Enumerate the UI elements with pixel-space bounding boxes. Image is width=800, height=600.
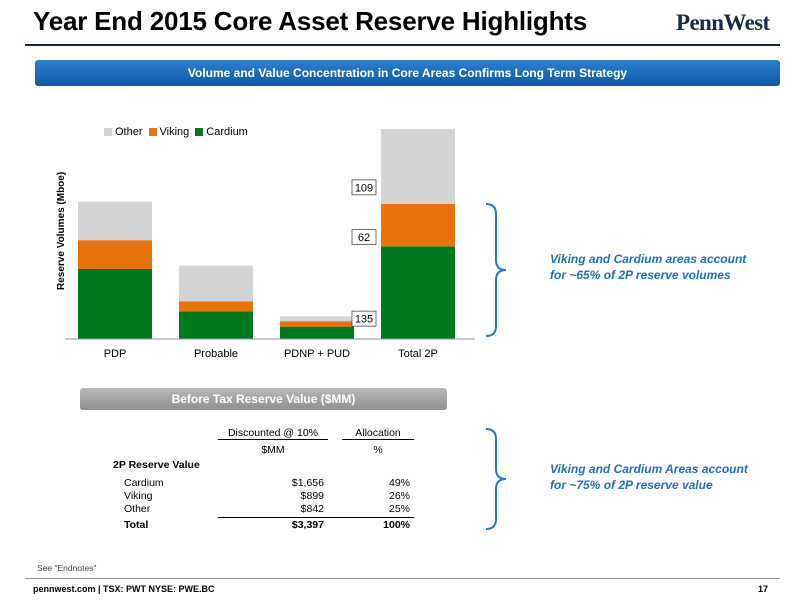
col-unit-pct: % bbox=[373, 444, 383, 456]
col-header-allocation: Allocation bbox=[342, 427, 414, 440]
row-pct-total: 100% bbox=[383, 519, 410, 531]
row-label-cardium: Cardium bbox=[124, 477, 164, 489]
legend-label-cardium: Cardium bbox=[206, 126, 248, 138]
data-label-total-2p-other: 109 bbox=[351, 179, 377, 196]
value-callout: Viking and Cardium Areas account for ~75… bbox=[550, 462, 748, 492]
footer-text: pennwest.com | TSX: PWT NYSE: PWE.BC bbox=[33, 584, 215, 594]
row-value-cardium: $1,656 bbox=[291, 477, 324, 489]
x-axis-labels: PDP Probable PDNP + PUD Total 2P bbox=[104, 348, 438, 360]
legend-swatch-viking bbox=[148, 128, 157, 136]
page-title: Year End 2015 Core Asset Reserve Highlig… bbox=[33, 6, 588, 36]
bar-pdnp-pud-other bbox=[280, 316, 354, 322]
col-unit-mm: $MM bbox=[261, 444, 285, 456]
volumes-callout: Viking and Cardium areas account for ~65… bbox=[550, 252, 747, 282]
section-label: 2P Reserve Value bbox=[113, 459, 200, 471]
endnote-reference: See "Endnotes" bbox=[37, 563, 97, 573]
row-value-other: $842 bbox=[300, 503, 324, 515]
bar-total-2p-cardium bbox=[381, 246, 455, 339]
data-labels: 135 62 109 bbox=[351, 179, 377, 327]
row-label-total: Total bbox=[124, 519, 149, 531]
brace-value-icon bbox=[485, 428, 507, 530]
title-divider bbox=[25, 44, 780, 46]
reserve-volume-chart: PDP Probable PDNP + PUD Total 2P 135 62 109 bbox=[65, 129, 475, 360]
legend-item-other: Other bbox=[104, 126, 143, 138]
x-tick-probable: Probable bbox=[194, 348, 238, 360]
bar-probable-other bbox=[179, 265, 253, 302]
row-label-other: Other bbox=[124, 503, 151, 515]
data-label-total-2p-cardium: 135 bbox=[351, 310, 377, 327]
bar-probable-cardium bbox=[179, 311, 253, 339]
legend-swatch-cardium bbox=[195, 128, 204, 136]
row-value-total: $3,397 bbox=[291, 519, 324, 531]
col-header-discounted: Discounted @ 10% bbox=[218, 427, 328, 440]
data-label-total-2p-viking: 62 bbox=[351, 229, 377, 245]
svg-text:135: 135 bbox=[355, 314, 373, 326]
chart-legend: Other Viking Cardium bbox=[104, 126, 248, 138]
company-logo: PennWest bbox=[676, 10, 770, 35]
bar-total-2p-viking bbox=[381, 203, 455, 247]
headline-banner: Volume and Value Concentration in Core A… bbox=[35, 60, 780, 86]
footer-divider bbox=[25, 578, 780, 579]
legend-swatch-other bbox=[104, 128, 112, 136]
legend-label-viking: Viking bbox=[159, 126, 190, 138]
page-number: 17 bbox=[758, 584, 769, 594]
row-pct-other: 25% bbox=[388, 503, 410, 515]
brace-volumes-icon bbox=[485, 203, 507, 337]
x-tick-pdnp-pud: PDNP + PUD bbox=[284, 348, 350, 360]
bar-pdp-viking bbox=[78, 240, 152, 269]
bar-probable-viking bbox=[179, 301, 253, 312]
total-rule bbox=[218, 517, 414, 518]
legend-label-other: Other bbox=[115, 126, 143, 138]
bar-pdnp-pud-cardium bbox=[280, 326, 354, 339]
svg-text:109: 109 bbox=[355, 182, 373, 194]
bar-total-2p-other bbox=[381, 129, 455, 204]
svg-text:62: 62 bbox=[358, 232, 370, 244]
legend-item-cardium: Cardium bbox=[195, 126, 248, 138]
x-tick-pdp: PDP bbox=[104, 348, 127, 360]
table-banner: Before Tax Reserve Value ($MM) bbox=[80, 388, 447, 410]
row-pct-cardium: 49% bbox=[388, 477, 410, 489]
legend-item-viking: Viking bbox=[148, 126, 190, 138]
row-label-viking: Viking bbox=[124, 490, 153, 502]
bar-pdnp-pud-viking bbox=[280, 321, 354, 327]
x-tick-total-2p: Total 2P bbox=[398, 348, 438, 360]
bar-pdp-other bbox=[78, 201, 152, 241]
row-pct-viking: 26% bbox=[388, 490, 410, 502]
row-value-viking: $899 bbox=[300, 490, 324, 502]
chart-bars bbox=[78, 129, 455, 339]
bar-pdp-cardium bbox=[78, 269, 152, 339]
